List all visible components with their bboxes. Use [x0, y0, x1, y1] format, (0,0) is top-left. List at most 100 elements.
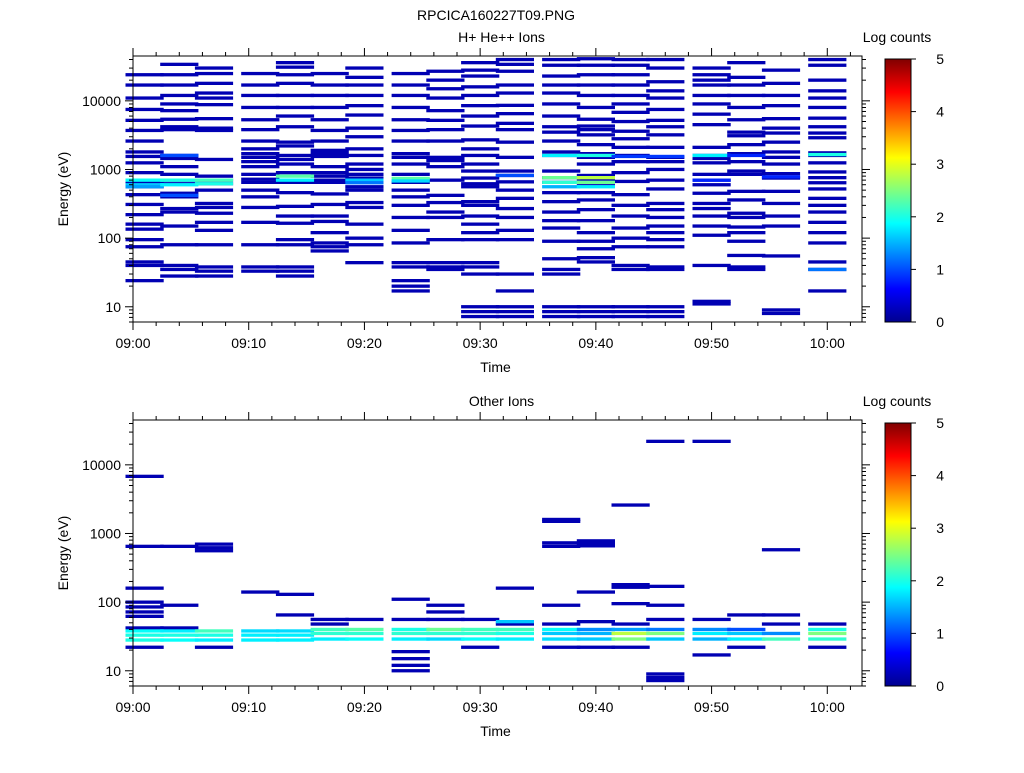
heatmap-cell [727, 169, 766, 173]
x-tick-label: 09:10 [231, 335, 266, 351]
colorbar-tick-label: 1 [936, 261, 944, 277]
heatmap-cell [125, 279, 164, 283]
heatmap-cell [576, 105, 615, 110]
heatmap-cell [808, 220, 847, 224]
heatmap-cell [495, 91, 534, 95]
heatmap-cell [692, 653, 731, 657]
heatmap-cell [194, 66, 234, 70]
heatmap-cell [692, 78, 731, 82]
heatmap-cell [611, 129, 650, 133]
heatmap-cell [611, 236, 650, 240]
heatmap-cell [310, 105, 349, 110]
heatmap-cell [495, 180, 534, 184]
heatmap-cell [611, 145, 650, 149]
heatmap-cell [391, 83, 430, 87]
heatmap-cell [576, 631, 615, 636]
heatmap-cell [241, 265, 280, 269]
heatmap-cell [495, 57, 534, 62]
heatmap-cell [727, 105, 766, 110]
heatmap-cell [727, 152, 766, 156]
heatmap-cell [576, 173, 615, 178]
heatmap-cell [611, 631, 650, 636]
heatmap-cell [391, 215, 430, 220]
heatmap-cell [241, 180, 280, 184]
heatmap-cell [611, 226, 650, 230]
heatmap-cell [692, 178, 731, 182]
heatmap-cell [727, 637, 766, 641]
heatmap-cell [160, 62, 199, 66]
heatmap-cell [542, 191, 581, 195]
heatmap-cell [275, 243, 315, 247]
heatmap-cell [495, 155, 534, 159]
heatmap-cell [692, 617, 731, 622]
heatmap-cell [241, 269, 280, 273]
heatmap-cell [576, 239, 615, 243]
heatmap-cell [808, 170, 847, 174]
heatmap-cell [160, 633, 199, 637]
heatmap-cell [761, 155, 801, 159]
heatmap-cell [692, 183, 731, 187]
heatmap-cell [576, 198, 615, 202]
heatmap-cell [275, 162, 315, 166]
heatmap-cell [646, 314, 685, 319]
heatmap-cell [391, 597, 430, 601]
heatmap-cell [125, 178, 164, 182]
heatmap-cell [808, 96, 847, 100]
heatmap-cell [461, 61, 500, 65]
heatmap-cell [194, 546, 234, 550]
heatmap-cell [495, 62, 534, 66]
heatmap-cell [310, 148, 349, 152]
heatmap-cell [576, 162, 615, 166]
heatmap-cell [611, 63, 650, 67]
heatmap-cell [275, 144, 315, 148]
heatmap-cell [692, 102, 731, 106]
heatmap-cell [611, 154, 650, 159]
heatmap-cell [542, 102, 581, 106]
heatmap-cell [160, 206, 199, 211]
heatmap-cell [310, 214, 349, 218]
heatmap-cell [611, 160, 650, 164]
heatmap-cell [391, 118, 430, 122]
heatmap-cell [692, 224, 731, 228]
heatmap-cell [160, 638, 199, 642]
heatmap-cell [461, 200, 500, 204]
heatmap-cell [542, 200, 581, 204]
heatmap-cell [495, 121, 534, 125]
heatmap-cell [310, 241, 349, 245]
heatmap-cell [241, 152, 280, 156]
heatmap-cell [576, 143, 615, 147]
heatmap-cell [576, 185, 615, 189]
heatmap-cell [692, 83, 731, 87]
heatmap-cell [727, 83, 766, 87]
heatmap-cells [125, 439, 847, 683]
heatmap-cell [495, 169, 534, 173]
heatmap-cell [646, 584, 685, 588]
heatmap-cell [808, 105, 847, 110]
heatmap-cell [125, 633, 164, 637]
heatmap-cell [808, 181, 847, 185]
heatmap-cell [576, 191, 615, 195]
heatmap-cell [495, 128, 534, 132]
heatmap-cell [542, 226, 581, 230]
heatmap-cell [542, 519, 581, 523]
heatmap-cell [125, 645, 164, 649]
heatmap-cell [576, 152, 615, 156]
heatmap-cell [495, 69, 534, 73]
heatmap-cell [727, 613, 766, 617]
heatmap-cell [194, 629, 234, 633]
heatmap-cell [461, 153, 500, 158]
heatmap-cell [125, 600, 164, 604]
heatmap-cell [160, 73, 199, 77]
heatmap-cell [125, 202, 164, 207]
heatmap-cell [646, 231, 685, 235]
heatmap-cell [345, 205, 384, 210]
heatmap-cell [808, 210, 847, 214]
heatmap-cell [646, 675, 685, 680]
heatmap-cell [761, 189, 801, 193]
heatmap-cell [391, 669, 430, 673]
heatmap-cell [576, 645, 615, 649]
heatmap-cell [761, 140, 801, 144]
heatmap-cell [808, 125, 847, 129]
heatmap-cell [391, 284, 430, 288]
